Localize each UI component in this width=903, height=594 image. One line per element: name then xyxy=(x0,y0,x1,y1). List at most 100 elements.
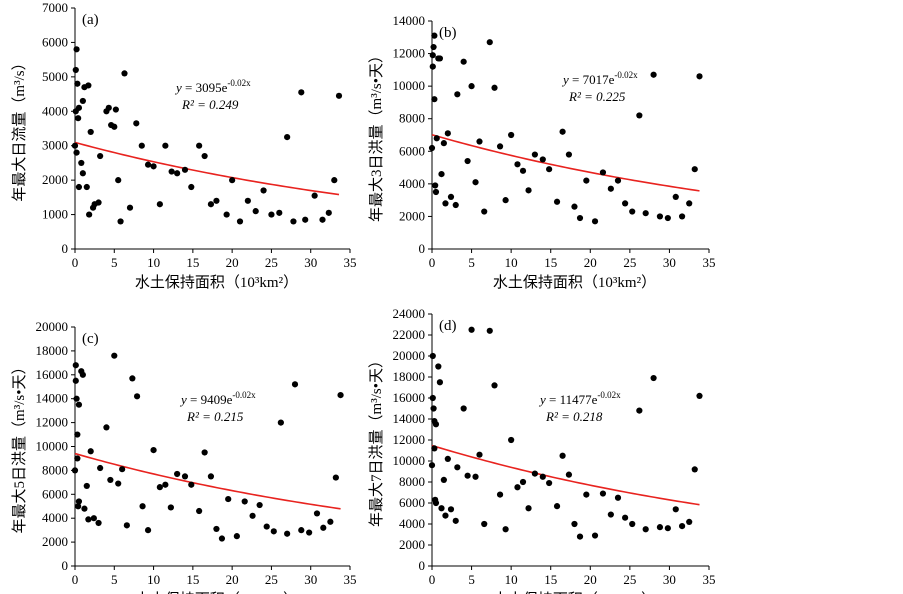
y-tick-label: 0 xyxy=(62,241,69,256)
data-point xyxy=(229,177,236,184)
x-tick-label: 25 xyxy=(265,572,278,587)
data-point xyxy=(442,200,449,207)
data-point xyxy=(571,520,578,528)
equation-exponent: -0.02x xyxy=(232,390,256,400)
y-tick-label: 20000 xyxy=(36,319,69,334)
y-tick-label: 20000 xyxy=(393,348,426,363)
equation-base: = 3095e xyxy=(182,80,228,95)
data-point xyxy=(87,128,94,136)
data-point xyxy=(460,58,467,65)
y-tick-label: 10000 xyxy=(393,453,426,468)
equation-y: y xyxy=(174,80,182,95)
panel-label: (c) xyxy=(82,331,99,347)
chart-panel: 0 2000 4000 6000 8000 10000 12000 14000 16000 180… xyxy=(368,306,716,594)
r-squared: R² = 0.249 xyxy=(181,97,239,112)
equation-y: y xyxy=(538,392,546,407)
data-point xyxy=(74,80,81,87)
data-point xyxy=(553,503,561,510)
x-tick-label: 10 xyxy=(505,255,518,270)
equation-y: y xyxy=(179,392,187,407)
data-point xyxy=(263,523,270,530)
y-tick-label: 6000 xyxy=(42,34,68,49)
data-point xyxy=(86,211,93,218)
data-point xyxy=(81,505,88,512)
y-tick-label: 7000 xyxy=(42,0,68,15)
data-point xyxy=(432,188,440,196)
data-point xyxy=(181,166,189,173)
data-point xyxy=(95,519,102,527)
data-point xyxy=(201,152,208,160)
data-point xyxy=(144,527,152,534)
x-tick-label: 20 xyxy=(584,255,597,270)
data-point xyxy=(268,211,275,218)
y-tick-label: 10000 xyxy=(393,78,426,93)
data-point xyxy=(447,193,455,200)
data-point xyxy=(325,209,332,216)
data-point xyxy=(636,407,643,414)
y-tick-label: 4000 xyxy=(42,103,68,118)
data-point xyxy=(614,177,622,184)
y-tick-label: 12000 xyxy=(393,432,426,447)
data-point xyxy=(71,142,79,149)
trend-equation: y = 3095e-0.02x xyxy=(174,78,251,95)
data-point xyxy=(167,504,174,511)
data-point xyxy=(464,472,471,479)
data-point xyxy=(468,83,475,90)
data-point xyxy=(213,525,220,533)
data-point xyxy=(244,197,251,204)
data-point xyxy=(83,482,90,490)
data-point xyxy=(75,183,83,191)
data-point xyxy=(539,156,546,163)
data-point xyxy=(181,473,189,480)
data-point xyxy=(306,529,313,536)
data-point xyxy=(332,474,339,481)
data-point xyxy=(73,46,80,53)
data-point xyxy=(642,210,649,217)
data-point xyxy=(433,135,440,142)
data-point xyxy=(599,490,607,497)
data-point xyxy=(454,91,461,98)
x-tick-label: 15 xyxy=(544,572,557,587)
data-point xyxy=(276,209,283,216)
data-point xyxy=(225,495,232,503)
y-tick-label: 16000 xyxy=(36,367,69,382)
x-axis-label: 水土保持面积（10³km²） xyxy=(135,591,298,594)
data-point xyxy=(85,516,92,523)
data-point xyxy=(72,377,79,384)
equation-exponent: -0.02x xyxy=(227,78,251,88)
data-point xyxy=(331,177,338,184)
data-point xyxy=(105,104,112,111)
data-point xyxy=(284,530,291,537)
y-tick-label: 18000 xyxy=(393,369,426,384)
data-point xyxy=(614,494,622,501)
data-point xyxy=(686,518,693,526)
data-point xyxy=(519,167,527,174)
data-point xyxy=(75,401,83,408)
data-point xyxy=(636,112,643,119)
y-tick-label: 14000 xyxy=(393,13,426,28)
data-point xyxy=(629,520,636,528)
x-tick-label: 0 xyxy=(429,572,436,587)
trend-line xyxy=(431,444,700,506)
equation-y: y xyxy=(561,72,569,87)
data-point xyxy=(83,183,90,191)
x-tick-label: 30 xyxy=(304,255,317,270)
data-point xyxy=(686,200,693,207)
y-tick-label: 0 xyxy=(419,241,426,256)
data-point xyxy=(133,120,140,127)
y-tick-label: 10000 xyxy=(36,439,69,454)
data-point xyxy=(115,177,122,184)
y-tick-label: 6000 xyxy=(399,495,425,510)
data-point xyxy=(429,394,436,402)
data-point xyxy=(97,152,104,160)
data-point xyxy=(642,526,649,533)
data-point xyxy=(429,63,436,70)
data-point xyxy=(442,512,449,519)
data-point xyxy=(460,405,467,412)
y-tick-label: 3000 xyxy=(42,138,68,153)
data-point xyxy=(174,170,181,177)
data-point xyxy=(277,419,284,426)
data-point xyxy=(486,39,493,46)
data-point xyxy=(133,393,141,400)
data-point xyxy=(75,503,82,510)
